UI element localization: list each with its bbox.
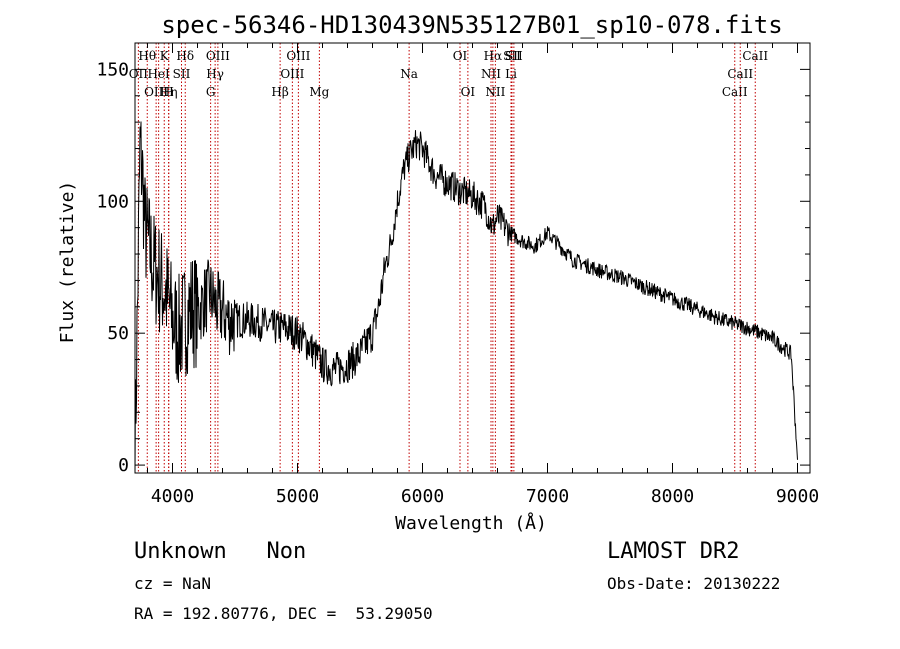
plot-border — [134, 42, 811, 474]
sky-coordinates: RA = 192.80776, DEC = 53.29050 — [134, 604, 433, 623]
spectral-line-label: G — [206, 85, 216, 99]
observation-date: Obs-Date: 20130222 — [607, 574, 781, 593]
spectral-line-label: Li — [505, 67, 517, 81]
y-tick-label: 100 — [96, 191, 129, 212]
spectral-line-label: OII — [129, 67, 149, 81]
spectral-line-label: Mg — [309, 85, 329, 99]
spectral-line-label: OIII — [144, 85, 168, 99]
x-tick-label: 9000 — [776, 486, 819, 507]
x-tick-label: 8000 — [651, 486, 694, 507]
spectral-line-label: Hδ — [176, 49, 194, 63]
y-tick-label: 150 — [96, 59, 129, 80]
x-tick-label: 7000 — [526, 486, 569, 507]
spectral-line-label: Hθ — [138, 49, 156, 63]
spectral-line-label: Hα — [484, 49, 503, 63]
spectral-line-label: NII — [485, 85, 505, 99]
spectral-line-label: CaII — [742, 49, 768, 63]
x-axis-label: Wavelength (Å) — [395, 512, 547, 534]
spectral-line-label: CaII — [722, 85, 748, 99]
y-axis-label: Flux (relative) — [57, 181, 78, 344]
y-tick-label: 0 — [118, 455, 129, 476]
spectral-line-label: SII — [173, 67, 191, 81]
spectral-line-label: Na — [400, 67, 418, 81]
spectral-line-label: OIII — [280, 67, 304, 81]
spectral-line-label: OIII — [206, 49, 230, 63]
spectral-line-label: HeI — [147, 67, 170, 81]
plot-frame — [134, 42, 811, 474]
spectrum-series — [134, 121, 798, 474]
spectral-line-label: Hγ — [206, 67, 224, 81]
spectral-line-label: SII — [505, 49, 523, 63]
spectral-line-label: SII — [503, 49, 521, 63]
spectral-line-label: NII — [481, 67, 501, 81]
y-tick-label: 50 — [107, 323, 129, 344]
spectral-line-label: OIII — [286, 49, 310, 63]
spectral-line-label: H — [163, 85, 173, 99]
chart-title: spec-56346-HD130439N535127B01_sp10-078.f… — [161, 11, 782, 39]
spectral-line-label: K — [160, 49, 170, 63]
x-tick-label: 5000 — [276, 486, 319, 507]
axis-ticks: 4000 5000 6000 7000 8000 9000 0 50 100 150 — [96, 43, 819, 507]
spectral-line-markers: OIIHθOIIIHeIKHηHSIIHδGHγOIIIHβOIIIOIIIMg… — [129, 43, 768, 473]
survey-name: LAMOST DR2 — [607, 539, 740, 564]
object-class: Unknown Non — [134, 539, 307, 564]
x-tick-label: 4000 — [151, 486, 194, 507]
spectral-line-label: Hβ — [271, 85, 288, 99]
spectral-line-label: OI — [461, 85, 476, 99]
redshift-cz: cz = NaN — [134, 574, 212, 593]
x-tick-label: 6000 — [401, 486, 444, 507]
spectral-line-label: OI — [453, 49, 468, 63]
spectrum-line — [134, 121, 798, 474]
spectral-line-label: CaII — [727, 67, 753, 81]
